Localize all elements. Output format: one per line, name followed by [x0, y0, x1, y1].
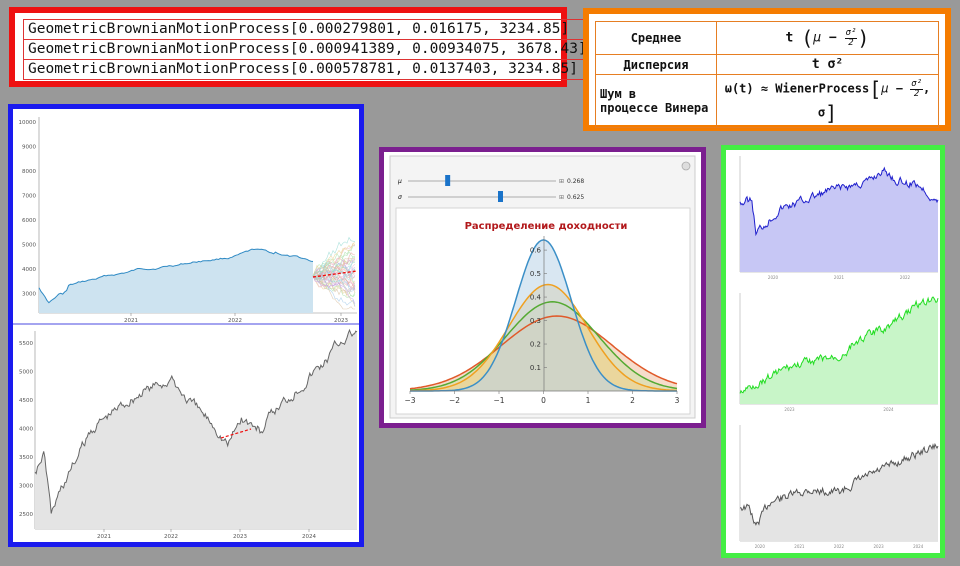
series-line [410, 239, 677, 392]
variance-formula: t σ² [716, 54, 939, 75]
x-tick-label: 1 [586, 396, 591, 405]
simulation-path [312, 270, 356, 292]
simulation-path [312, 245, 356, 277]
noise-label: Шум в процессе Винера [595, 74, 717, 128]
y-tick-label: 4000 [19, 427, 33, 433]
y-tick-label: 4000 [22, 267, 36, 273]
y-tick-label: 0.5 [530, 270, 541, 278]
x-tick-label: 2022 [834, 544, 845, 549]
x-tick-label: 2020 [755, 544, 766, 549]
x-tick-label: −2 [449, 396, 460, 405]
y-tick-label: 0.4 [530, 294, 542, 302]
x-tick-label: −3 [404, 396, 415, 405]
sigma-expand-icon[interactable]: ⊞ [559, 194, 564, 201]
mu-slider-thumb[interactable] [445, 175, 451, 186]
x-tick-label: 2024 [883, 407, 894, 412]
simulation-path [312, 236, 356, 277]
gbm-line-3: GeometricBrownianMotionProcess[0.0005787… [23, 59, 592, 80]
x-tick-label: 0 [541, 396, 546, 405]
series-line [409, 283, 678, 392]
history-chart: 5500 5000 4500 4000 3500 3000 2500 2021 2022 202… [19, 328, 358, 540]
simulation-path [312, 251, 356, 277]
gbm-line-1: GeometricBrownianMotionProcess[0.0002798… [23, 19, 592, 40]
x-tick-label: 2021 [97, 534, 111, 540]
forecast-chart: 10000 9000 8000 7000 6000 5000 4000 3000 2021 20… [19, 117, 358, 324]
noise-formula: ω(t) ≈ WienerProcess[μ − σ² 2, σ] [716, 74, 939, 128]
sp500-forecast-panel: 10000 9000 8000 7000 6000 5000 4000 3000 2021 20… [8, 104, 364, 547]
x-tick-label: 2023 [874, 544, 885, 549]
options-icon[interactable] [681, 161, 691, 171]
variance-label: Дисперсия [595, 54, 717, 75]
x-tick-label: 2022 [164, 534, 178, 540]
y-tick-label: 3000 [22, 292, 36, 298]
mean-label: Среднее [595, 21, 717, 55]
simulation-path [312, 263, 356, 283]
price-line [739, 166, 939, 237]
price-chart: 2023 2024 [726, 287, 940, 416]
gbm-line-2: GeometricBrownianMotionProcess[0.0009413… [23, 39, 592, 60]
simulation-path [312, 264, 356, 283]
x-tick-label: 2023 [784, 407, 795, 412]
sigma-slider-thumb[interactable] [498, 191, 503, 202]
series-line [409, 315, 678, 390]
return-distribution-panel: μ ⊞ 0.268 σ ⊞ 0.625 Распределение доходн… [379, 147, 706, 428]
x-tick-label: 2022 [900, 275, 911, 280]
price-chart: 2020 2021 2022 2023 2024 [726, 419, 940, 553]
y-tick-label: 2500 [19, 512, 33, 518]
x-tick-label: 2023 [233, 534, 247, 540]
x-tick-label: 2021 [794, 544, 805, 549]
chart-title: Распределение доходности [465, 221, 628, 232]
y-tick-label: 0.3 [530, 317, 541, 325]
y-tick-label: 0.1 [530, 364, 541, 372]
y-tick-label: 0.6 [530, 247, 542, 255]
mu-label: μ [397, 178, 402, 185]
price-area [740, 168, 938, 272]
y-tick-label: 4500 [19, 398, 33, 404]
simulation-path [312, 275, 356, 293]
gbm-table: GeometricBrownianMotionProcess[0.0002798… [23, 19, 592, 80]
price-chart: 2020 2021 2022 [726, 150, 940, 284]
x-tick-label: 2022 [228, 318, 242, 324]
series-area [410, 239, 677, 391]
y-tick-label: 5000 [22, 243, 36, 249]
gbm-process-list: GeometricBrownianMotionProcess[0.0002798… [9, 7, 592, 87]
y-tick-label: 0.2 [530, 341, 541, 349]
simulation-path [312, 275, 356, 307]
x-tick-label: 2021 [124, 318, 138, 324]
manipulate-widget: μ ⊞ 0.268 σ ⊞ 0.625 Распределение доходн… [389, 155, 696, 419]
price-area [740, 297, 938, 404]
x-tick-label: 2021 [834, 275, 845, 280]
x-tick-label: 2023 [334, 318, 348, 324]
sp500-charts: 10000 9000 8000 7000 6000 5000 4000 3000 2021 20… [13, 117, 359, 540]
sigma-value: 0.625 [567, 194, 584, 201]
simulation-path [312, 243, 356, 277]
y-tick-label: 3500 [19, 455, 33, 461]
y-tick-label: 3000 [19, 484, 33, 490]
simulation-path [312, 275, 356, 298]
x-tick-label: 2024 [302, 534, 316, 540]
y-tick-label: 6000 [22, 218, 36, 224]
x-tick-label: 2024 [913, 544, 924, 549]
mu-value: 0.268 [567, 178, 584, 185]
y-tick-label: 5500 [19, 341, 33, 347]
y-tick-label: 7000 [22, 194, 36, 200]
mu-expand-icon[interactable]: ⊞ [559, 178, 564, 185]
x-tick-label: 2 [630, 396, 635, 405]
x-tick-label: 2020 [768, 275, 779, 280]
sigma-label: σ [398, 194, 402, 201]
series-line [409, 301, 678, 391]
price-charts-panel: 2020 2021 2022 2023 2024 2020 2021 2022 2023 2024 [721, 145, 945, 558]
simulation-path [312, 274, 355, 310]
statistics-table: Среднее t (μ − σ² 2) Дисперсия t σ² Шум в… [583, 8, 951, 131]
price-line [739, 296, 939, 394]
price-line [739, 442, 939, 526]
y-tick-label: 10000 [19, 120, 37, 126]
y-tick-label: 5000 [19, 370, 33, 376]
mean-formula: t (μ − σ² 2) [716, 21, 939, 55]
x-tick-label: 3 [675, 396, 680, 405]
price-charts: 2020 2021 2022 2023 2024 2020 2021 2022 2023 2024 [726, 150, 940, 553]
y-tick-label: 8000 [22, 169, 36, 175]
y-tick-label: 9000 [22, 145, 36, 151]
x-tick-label: −1 [493, 396, 504, 405]
